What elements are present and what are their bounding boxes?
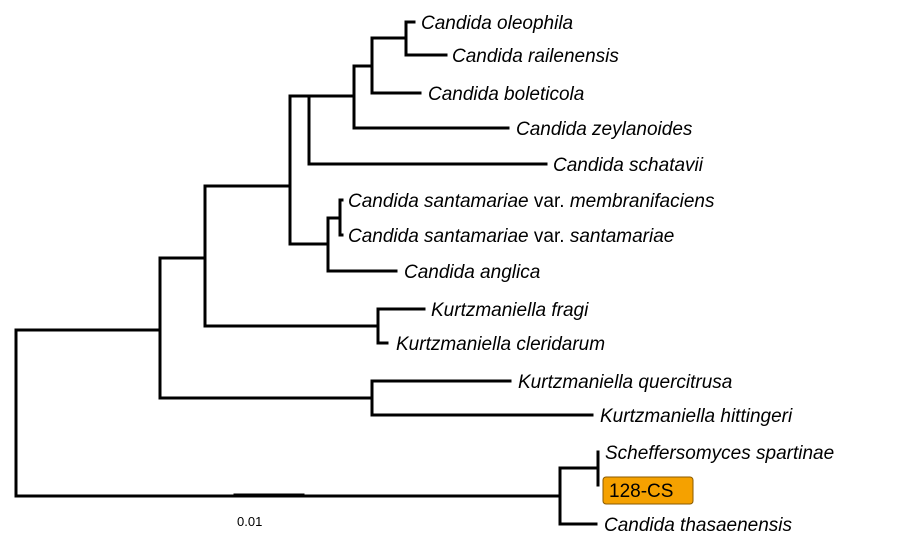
isolate-highlight-box	[602, 476, 694, 505]
taxon-label-k-quercitrusa: Kurtzmaniella quercitrusa	[518, 372, 732, 393]
taxon-label-part: membranifaciens	[570, 191, 715, 212]
taxon-label-k-fragi: Kurtzmaniella fragi	[431, 300, 589, 321]
taxon-label-k-cleridarum: Kurtzmaniella cleridarum	[396, 334, 605, 355]
taxon-label-part: santamariae	[570, 226, 675, 247]
taxon-label-part: var.	[529, 226, 570, 247]
taxon-label-c-thasaenensis: Candida thasaenensis	[604, 515, 793, 536]
scale-bar: 0.01	[233, 493, 305, 529]
taxon-label-part: Kurtzmaniella hittingeri	[600, 406, 793, 427]
taxon-label-part: Candida thasaenensis	[604, 515, 793, 536]
taxon-label-c-oleophila: Candida oleophila	[421, 13, 573, 34]
taxon-label-part: Candida santamariae	[348, 226, 529, 247]
taxon-label-isolate-128-cs: 128-CS	[609, 481, 673, 502]
taxon-label-part: 128-CS	[609, 481, 673, 502]
taxon-label-part: Candida zeylanoides	[516, 119, 693, 140]
taxon-label-c-railenensis: Candida railenensis	[452, 46, 619, 67]
taxon-label-k-hittingeri: Kurtzmaniella hittingeri	[600, 406, 793, 427]
taxon-label-s-spartinae: Scheffersomyces spartinae	[605, 443, 834, 464]
taxon-label-c-schatavii: Candida schatavii	[553, 155, 704, 176]
taxon-label-part: Candida anglica	[404, 262, 540, 283]
taxon-label-part: Candida boleticola	[428, 84, 584, 105]
taxon-label-part: Kurtzmaniella quercitrusa	[518, 372, 732, 393]
taxon-label-part: Kurtzmaniella cleridarum	[396, 334, 605, 355]
taxon-label-part: Candida railenensis	[452, 46, 619, 67]
taxon-label-part: var.	[529, 191, 570, 212]
taxon-labels: Candida oleophila Candida railenensis Ca…	[348, 13, 834, 536]
scale-bar-label: 0.01	[237, 514, 262, 529]
taxon-label-c-anglica: Candida anglica	[404, 262, 540, 283]
taxon-label-c-santamariae-membranifaciens: Candida santamariae var. membranifaciens	[348, 191, 715, 212]
taxon-label-part: Candida santamariae	[348, 191, 529, 212]
taxon-label-part: Kurtzmaniella fragi	[431, 300, 589, 321]
taxon-label-c-zeylanoides: Candida zeylanoides	[516, 119, 693, 140]
taxon-label-part: Candida schatavii	[553, 155, 704, 176]
taxon-label-part: Scheffersomyces spartinae	[605, 443, 834, 464]
taxon-label-part: Candida oleophila	[421, 13, 573, 34]
taxon-label-c-santamariae-santamariae: Candida santamariae var. santamariae	[348, 226, 674, 247]
taxon-label-c-boleticola: Candida boleticola	[428, 84, 584, 105]
tree-branches	[14, 20, 600, 526]
